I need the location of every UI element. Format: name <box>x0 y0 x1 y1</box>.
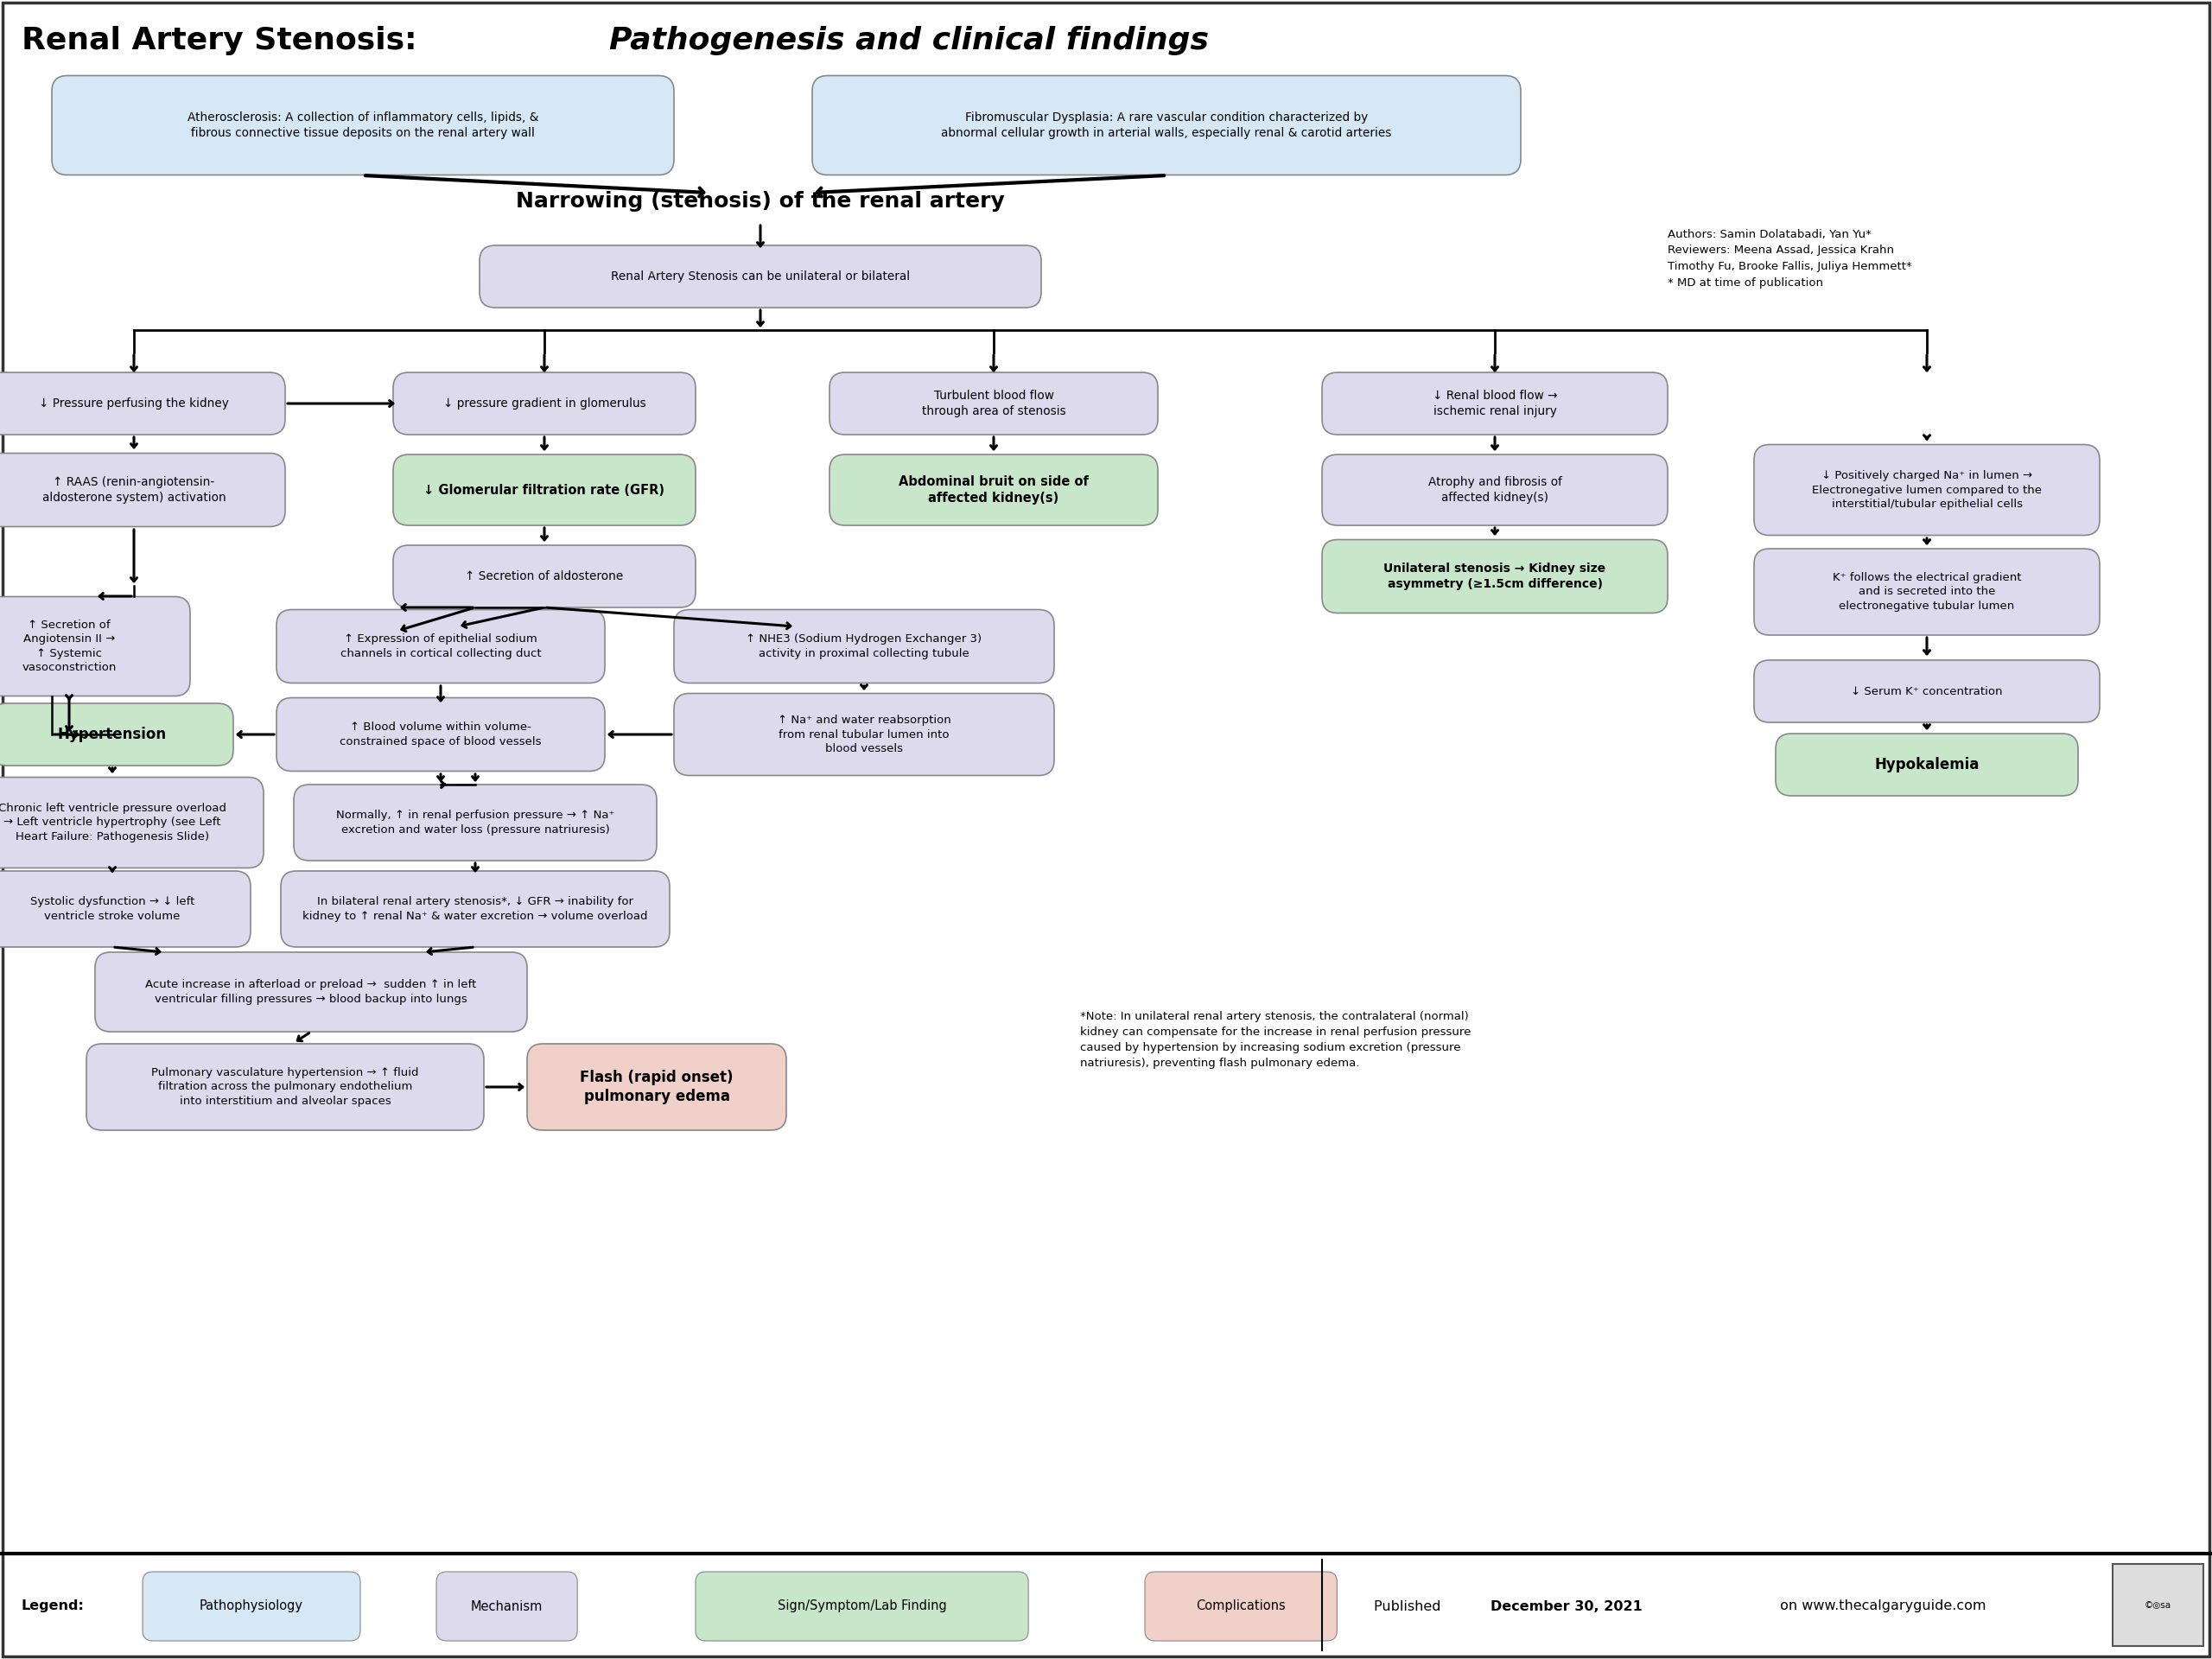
Text: Published: Published <box>1374 1599 1444 1613</box>
FancyBboxPatch shape <box>675 609 1055 684</box>
FancyBboxPatch shape <box>675 693 1055 775</box>
FancyBboxPatch shape <box>436 1571 577 1641</box>
Text: Acute increase in afterload or preload →  sudden ↑ in left
ventricular filling p: Acute increase in afterload or preload →… <box>146 979 476 1005</box>
FancyBboxPatch shape <box>1323 455 1668 526</box>
Text: Normally, ↑ in renal perfusion pressure → ↑ Na⁺
excretion and water loss (pressu: Normally, ↑ in renal perfusion pressure … <box>336 810 615 836</box>
Text: ↑ NHE3 (Sodium Hydrogen Exchanger 3)
activity in proximal collecting tubule: ↑ NHE3 (Sodium Hydrogen Exchanger 3) act… <box>745 634 982 659</box>
Text: ↑ Secretion of aldosterone: ↑ Secretion of aldosterone <box>465 571 624 582</box>
FancyBboxPatch shape <box>526 1044 785 1130</box>
Text: on www.thecalgaryguide.com: on www.thecalgaryguide.com <box>1776 1599 1986 1613</box>
FancyBboxPatch shape <box>1146 1571 1336 1641</box>
Text: Renal Artery Stenosis can be unilateral or bilateral: Renal Artery Stenosis can be unilateral … <box>611 270 909 282</box>
Text: ↑ Secretion of
Angiotensin II →
↑ Systemic
vasoconstriction: ↑ Secretion of Angiotensin II → ↑ System… <box>22 619 117 674</box>
Text: ↑ Blood volume within volume-
constrained space of blood vessels: ↑ Blood volume within volume- constraine… <box>341 722 542 747</box>
FancyBboxPatch shape <box>294 785 657 861</box>
Text: Legend:: Legend: <box>22 1599 84 1613</box>
Text: Sign/Symptom/Lab Finding: Sign/Symptom/Lab Finding <box>776 1599 947 1613</box>
Text: Hypokalemia: Hypokalemia <box>1874 757 1980 773</box>
Text: Complications: Complications <box>1197 1599 1285 1613</box>
Text: Abdominal bruit on side of
affected kidney(s): Abdominal bruit on side of affected kidn… <box>898 474 1088 504</box>
FancyBboxPatch shape <box>276 698 604 771</box>
FancyBboxPatch shape <box>1323 539 1668 614</box>
Text: Atrophy and fibrosis of
affected kidney(s): Atrophy and fibrosis of affected kidney(… <box>1429 476 1562 504</box>
FancyBboxPatch shape <box>394 546 695 607</box>
Text: December 30, 2021: December 30, 2021 <box>1491 1599 1641 1613</box>
FancyBboxPatch shape <box>830 372 1157 435</box>
FancyBboxPatch shape <box>394 455 695 526</box>
FancyBboxPatch shape <box>51 76 675 174</box>
Text: ↑ RAAS (renin-angiotensin-
aldosterone system) activation: ↑ RAAS (renin-angiotensin- aldosterone s… <box>42 476 226 504</box>
Text: Pulmonary vasculature hypertension → ↑ fluid
filtration across the pulmonary end: Pulmonary vasculature hypertension → ↑ f… <box>150 1067 418 1107</box>
FancyBboxPatch shape <box>1754 660 2099 722</box>
FancyBboxPatch shape <box>1776 733 2077 796</box>
FancyBboxPatch shape <box>276 609 604 684</box>
FancyBboxPatch shape <box>0 597 190 697</box>
FancyBboxPatch shape <box>1323 372 1668 435</box>
FancyBboxPatch shape <box>0 776 263 868</box>
FancyBboxPatch shape <box>95 952 526 1032</box>
Text: ↑ Expression of epithelial sodium
channels in cortical collecting duct: ↑ Expression of epithelial sodium channe… <box>341 634 542 659</box>
Text: Flash (rapid onset)
pulmonary edema: Flash (rapid onset) pulmonary edema <box>580 1070 734 1105</box>
Text: Systolic dysfunction → ↓ left
ventricle stroke volume: Systolic dysfunction → ↓ left ventricle … <box>31 896 195 922</box>
Text: Unilateral stenosis → Kidney size
asymmetry (≥1.5cm difference): Unilateral stenosis → Kidney size asymme… <box>1385 562 1606 591</box>
Text: Pathogenesis and clinical findings: Pathogenesis and clinical findings <box>608 27 1208 55</box>
FancyBboxPatch shape <box>394 372 695 435</box>
Text: ↓ pressure gradient in glomerulus: ↓ pressure gradient in glomerulus <box>442 398 646 410</box>
Text: Fibromuscular Dysplasia: A rare vascular condition characterized by
abnormal cel: Fibromuscular Dysplasia: A rare vascular… <box>942 111 1391 139</box>
Text: ↓ Serum K⁺ concentration: ↓ Serum K⁺ concentration <box>1851 685 2002 697</box>
FancyBboxPatch shape <box>812 76 1522 174</box>
Text: In bilateral renal artery stenosis*, ↓ GFR → inability for
kidney to ↑ renal Na⁺: In bilateral renal artery stenosis*, ↓ G… <box>303 896 648 922</box>
FancyBboxPatch shape <box>142 1571 361 1641</box>
Text: Authors: Samin Dolatabadi, Yan Yu*
Reviewers: Meena Assad, Jessica Krahn
Timothy: Authors: Samin Dolatabadi, Yan Yu* Revie… <box>1668 229 1911 289</box>
FancyBboxPatch shape <box>830 455 1157 526</box>
Text: ↑ Na⁺ and water reabsorption
from renal tubular lumen into
blood vessels: ↑ Na⁺ and water reabsorption from renal … <box>776 715 951 755</box>
Text: Mechanism: Mechanism <box>471 1599 542 1613</box>
FancyBboxPatch shape <box>1754 445 2099 536</box>
FancyBboxPatch shape <box>695 1571 1029 1641</box>
FancyBboxPatch shape <box>281 871 670 947</box>
FancyBboxPatch shape <box>0 372 285 435</box>
Text: K⁺ follows the electrical gradient
and is secreted into the
electronegative tubu: K⁺ follows the electrical gradient and i… <box>1832 572 2022 612</box>
Text: Renal Artery Stenosis:: Renal Artery Stenosis: <box>22 27 427 55</box>
Text: *Note: In unilateral renal artery stenosis, the contralateral (normal)
kidney ca: *Note: In unilateral renal artery stenos… <box>1079 1010 1471 1068</box>
FancyBboxPatch shape <box>0 703 232 765</box>
FancyBboxPatch shape <box>2112 1564 2203 1646</box>
FancyBboxPatch shape <box>1754 549 2099 635</box>
Text: Narrowing (stenosis) of the renal artery: Narrowing (stenosis) of the renal artery <box>515 191 1004 212</box>
Text: ↓ Glomerular filtration rate (GFR): ↓ Glomerular filtration rate (GFR) <box>425 483 666 496</box>
FancyBboxPatch shape <box>86 1044 484 1130</box>
Text: ©◎sa: ©◎sa <box>2143 1601 2170 1609</box>
FancyBboxPatch shape <box>480 246 1042 307</box>
Text: Turbulent blood flow
through area of stenosis: Turbulent blood flow through area of ste… <box>922 390 1066 418</box>
Text: ↓ Renal blood flow →
ischemic renal injury: ↓ Renal blood flow → ischemic renal inju… <box>1433 390 1557 418</box>
Text: Hypertension: Hypertension <box>58 727 166 742</box>
FancyBboxPatch shape <box>0 453 285 526</box>
Text: Chronic left ventricle pressure overload
→ Left ventricle hypertrophy (see Left
: Chronic left ventricle pressure overload… <box>0 803 226 843</box>
FancyBboxPatch shape <box>0 871 250 947</box>
Text: Pathophysiology: Pathophysiology <box>199 1599 303 1613</box>
Text: ↓ Positively charged Na⁺ in lumen →
Electronegative lumen compared to the
inters: ↓ Positively charged Na⁺ in lumen → Elec… <box>1812 469 2042 509</box>
Text: Atherosclerosis: A collection of inflammatory cells, lipids, &
fibrous connectiv: Atherosclerosis: A collection of inflamm… <box>188 111 538 139</box>
Text: ↓ Pressure perfusing the kidney: ↓ Pressure perfusing the kidney <box>40 398 228 410</box>
